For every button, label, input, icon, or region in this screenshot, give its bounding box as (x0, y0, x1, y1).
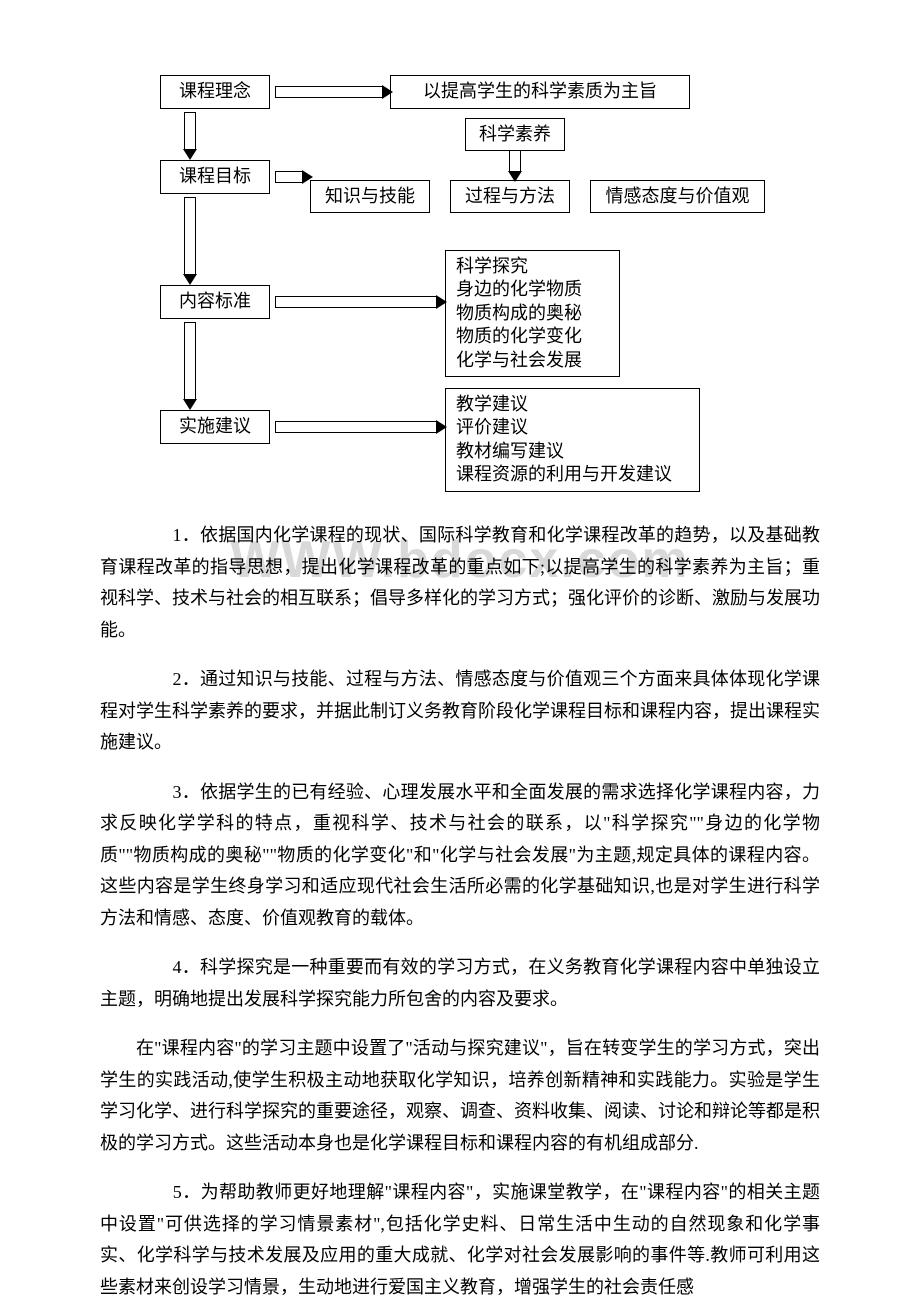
diagram-left-box: 实施建议 (160, 410, 270, 444)
diagram-left-box: 内容标准 (160, 285, 270, 319)
diagram-right-box: 教学建议 评价建议 教材编写建议 课程资源的利用与开发建议 (445, 388, 700, 492)
diagram-right-box: 情感态度与价值观 (590, 180, 765, 213)
body-text: 1．依据国内化学课程的现状、国际科学教育和化学课程改革的趋势，以及基础教育课程改… (100, 520, 820, 1303)
diagram-left-box: 课程理念 (160, 75, 270, 109)
paragraph: 在"课程内容"的学习主题中设置了"活动与探究建议"，旨在转变学生的学习方式，突出… (100, 1033, 820, 1159)
diagram-right-box: 以提高学生的科学素质为主旨 (390, 75, 690, 109)
diagram-right-box: 过程与方法 (450, 180, 570, 213)
paragraph: 5．为帮助教师更好地理解"课程内容"，实施课堂教学，在"课程内容"的相关主题中设… (100, 1177, 820, 1303)
diagram-right-box: 知识与技能 (310, 180, 430, 213)
diagram-right-box: 科学素养 (465, 118, 565, 151)
curriculum-diagram: 课程理念课程目标内容标准实施建议 以提高学生的科学素质为主旨科学素养知识与技能过程… (100, 60, 820, 480)
paragraph: 2．通过知识与技能、过程与方法、情感态度与价值观三个方面来具体体现化学课程对学生… (100, 664, 820, 759)
diagram-left-box: 课程目标 (160, 160, 270, 194)
paragraph: 1．依据国内化学课程的现状、国际科学教育和化学课程改革的趋势，以及基础教育课程改… (100, 520, 820, 646)
diagram-right-box: 科学探究 身边的化学物质 物质构成的奥秘 物质的化学变化 化学与社会发展 (445, 250, 620, 377)
paragraph: 4．科学探究是一种重要而有效的学习方式，在义务教育化学课程内容中单独设立主题，明… (100, 952, 820, 1015)
paragraph: 3．依据学生的已有经验、心理发展水平和全面发展的需求选择化学课程内容，力求反映化… (100, 777, 820, 935)
